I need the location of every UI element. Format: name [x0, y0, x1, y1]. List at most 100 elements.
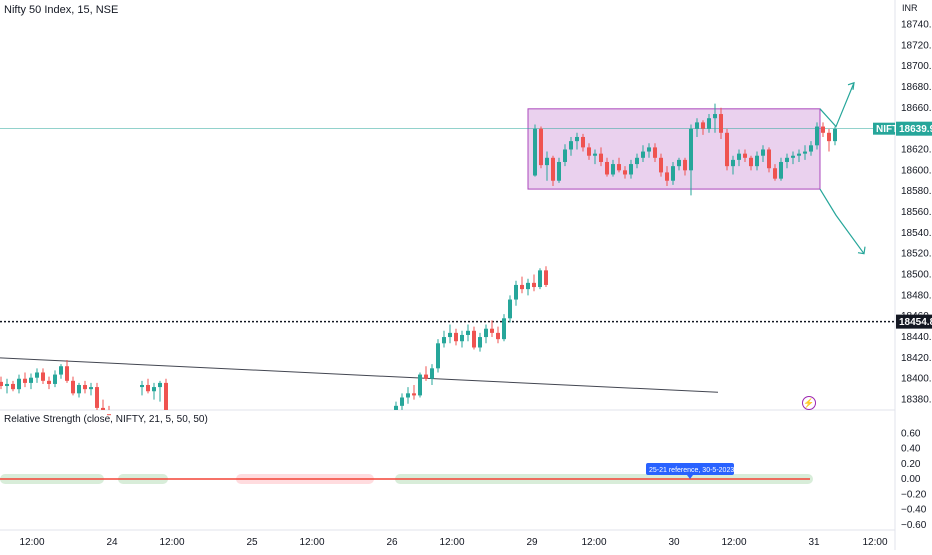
symbol-title[interactable]: Nifty 50 Index, 15, NSE [4, 4, 119, 16]
candle-body [412, 393, 416, 396]
price-tick-label: 18620.00 [901, 144, 932, 155]
arrow-up-path [819, 82, 855, 128]
candle-body [89, 387, 93, 390]
candle-body [77, 384, 81, 394]
arrow-down-head [857, 246, 866, 255]
price-tick-label: 18440.00 [901, 332, 932, 343]
candle-body [544, 270, 548, 285]
candle-body [659, 157, 663, 173]
candle-body [695, 122, 699, 129]
candle-body [707, 118, 711, 129]
price-tick-label: 18560.00 [901, 207, 932, 218]
candle-body [23, 378, 27, 383]
last-price-tag-text: 18639.95 [899, 124, 932, 135]
price-tick-label: 18480.00 [901, 290, 932, 301]
time-tick-label: 24 [106, 537, 118, 548]
price-tick-label: 18580.00 [901, 186, 932, 197]
candle-body [551, 157, 555, 181]
candle-body [5, 383, 9, 387]
candle-body [821, 126, 825, 133]
candle-body [146, 384, 150, 392]
candle-body [785, 157, 789, 162]
candle-body [532, 282, 536, 288]
candle-body [797, 153, 801, 156]
candle-body [557, 161, 561, 181]
price-tick-label: 18400.00 [901, 374, 932, 385]
rs-tick-label: −0.20 [901, 489, 927, 500]
candle-body [47, 380, 51, 384]
price-tick-label: 18420.00 [901, 353, 932, 364]
candle-body [599, 153, 603, 162]
candle-body [719, 114, 723, 133]
candle-body [526, 282, 530, 290]
candle-body [617, 164, 621, 171]
price-tick-label: 18740.00 [901, 19, 932, 30]
candle-body [158, 382, 162, 388]
rs-tick-label: 0.20 [901, 459, 921, 470]
candle-body [665, 172, 669, 181]
currency-label: INR [902, 3, 918, 13]
candle-body [95, 387, 99, 408]
time-tick-label: 12:00 [19, 537, 44, 548]
time-tick-label: 12:00 [159, 537, 184, 548]
rs-tick-label: −0.40 [901, 505, 927, 516]
rs-tick-label: 0.00 [901, 474, 921, 485]
candle-body [71, 380, 75, 394]
dotted-level-tag-text: 18454.80 [899, 317, 932, 328]
rs-tick-label: −0.60 [901, 520, 927, 531]
annotation-pointer [687, 475, 693, 479]
candle-body [611, 164, 615, 175]
indicator-title[interactable]: Relative Strength (close, NIFTY, 21, 5, … [4, 414, 208, 425]
candle-body [713, 114, 717, 119]
symbol-tag-text: NIFTY [876, 124, 905, 135]
candle-body [466, 330, 470, 335]
candle-body [755, 155, 759, 167]
candle-body [539, 128, 543, 166]
candle-body [833, 128, 837, 142]
candle-body [689, 128, 693, 171]
candle-body [587, 147, 591, 156]
price-tick-label: 18660.00 [901, 103, 932, 114]
price-tick-label: 18700.00 [901, 61, 932, 72]
candle-body [809, 145, 813, 152]
candle-body [653, 147, 657, 158]
candle-body [164, 382, 168, 410]
price-tick-label: 18520.00 [901, 249, 932, 260]
time-tick-label: 30 [668, 537, 680, 548]
candle-body [635, 157, 639, 165]
candle-body [629, 164, 633, 175]
candle-body [581, 136, 585, 148]
annotation-text: 25-21 reference, 30-5-2023 [649, 467, 734, 474]
candle-body [827, 132, 831, 142]
candle-body [472, 330, 476, 348]
candle-body [701, 122, 705, 129]
lightning-icon[interactable]: ⚡ [802, 396, 816, 410]
candle-body [520, 284, 524, 290]
time-tick-label: 12:00 [721, 537, 746, 548]
candle-body [815, 126, 819, 146]
candle-body [641, 151, 645, 158]
candle-body [83, 384, 87, 390]
candle-body [400, 397, 404, 406]
candle-body [508, 299, 512, 319]
time-tick-label: 29 [526, 537, 538, 548]
candle-body [791, 155, 795, 158]
price-tick-label: 18720.00 [901, 40, 932, 51]
candle-body [773, 168, 777, 179]
candle-body [35, 372, 39, 378]
candle-body [803, 151, 807, 154]
time-tick-label: 12:00 [439, 537, 464, 548]
rs-tick-label: 0.40 [901, 444, 921, 455]
candle-body [731, 159, 735, 167]
candle-body [442, 337, 446, 344]
candle-body [502, 318, 506, 340]
dotted-level-tag-bg [896, 314, 932, 329]
candle-body [140, 384, 144, 388]
candle-body [490, 328, 494, 333]
last-price-tag-bg [896, 121, 932, 136]
candle-body [737, 153, 741, 160]
candle-body [152, 387, 156, 392]
candle-body [683, 159, 687, 171]
